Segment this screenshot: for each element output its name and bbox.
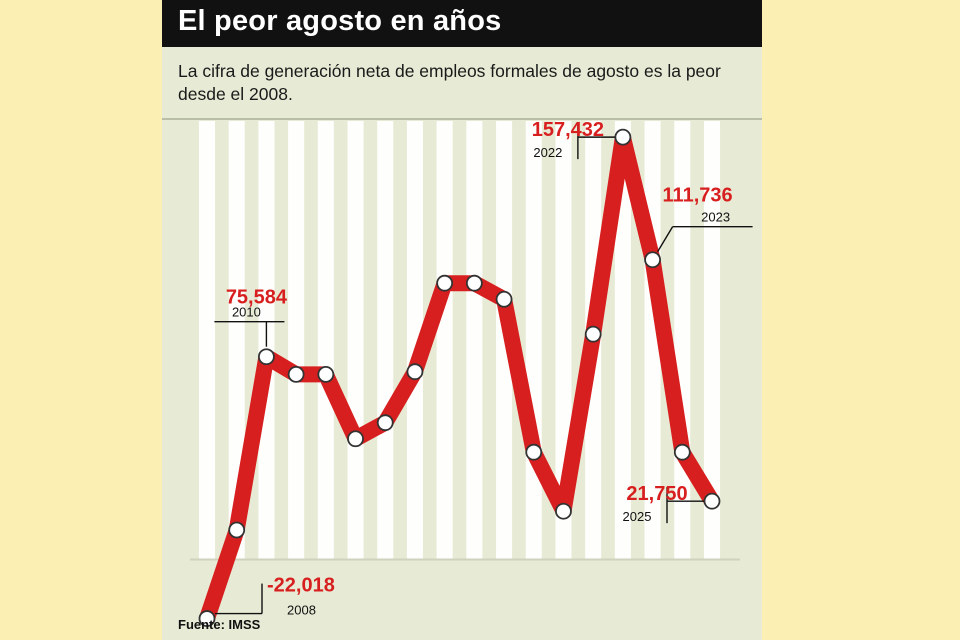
annotation-2022: 157,432 2022 [532, 119, 615, 160]
data-point-2017 [465, 274, 483, 292]
value-label: -22,018 [267, 575, 335, 597]
data-point-2022 [614, 128, 632, 146]
year-label: 2022 [533, 145, 562, 160]
stripe-2019 [525, 121, 542, 560]
data-point-2012 [317, 365, 335, 383]
year-label: 2010 [232, 305, 261, 320]
annotation-2023: 111,736 2023 [656, 185, 753, 253]
data-point-2021 [584, 325, 602, 343]
stripe-2015 [406, 121, 423, 560]
subtitle-divider [162, 118, 762, 120]
source-note: Fuente: IMSS [178, 617, 261, 632]
data-point-2010 [258, 348, 275, 366]
stripe-2014 [377, 121, 394, 560]
data-point-2008 [198, 610, 216, 627]
data-point-2014 [376, 414, 394, 432]
stripe-2009 [228, 121, 245, 560]
annotation-2025: 21,750 2025 [623, 483, 704, 524]
stripe-2011 [288, 121, 305, 560]
stripe-2025 [703, 121, 721, 560]
data-point-2020 [555, 502, 572, 520]
data-point-2009 [228, 521, 246, 539]
data-point-2013 [347, 430, 364, 448]
stripe-2022 [614, 121, 631, 560]
stripe-2013 [347, 121, 364, 560]
title-bar: El peor agosto en años [162, 0, 762, 47]
stripe-2016 [436, 121, 453, 560]
series-line [199, 129, 720, 627]
annotation-tick [656, 226, 674, 253]
value-label: 21,750 [626, 483, 687, 505]
data-point-2023 [644, 251, 661, 269]
value-label: 75,584 [226, 287, 288, 309]
data-point-2019 [525, 443, 543, 461]
data-point-2011 [287, 365, 305, 383]
year-label: 2008 [287, 603, 316, 618]
stripe-2012 [317, 121, 334, 560]
stripe-2017 [466, 121, 483, 560]
value-label: 111,736 [663, 185, 733, 207]
stripe-2008 [198, 121, 216, 560]
data-points [198, 128, 721, 627]
data-point-2015 [406, 363, 424, 381]
annotation-2008: -22,018 2008 [215, 575, 335, 618]
chart-card: El peor agosto en años La cifra de gener… [162, 0, 762, 640]
chart-title: El peor agosto en años [178, 5, 502, 37]
data-point-2024 [673, 443, 691, 461]
data-point-2018 [495, 290, 513, 308]
data-point-2016 [436, 274, 454, 292]
year-label: 2023 [701, 210, 730, 225]
data-point-2025 [703, 492, 721, 510]
year-label: 2025 [623, 509, 652, 524]
value-label: 157,432 [532, 119, 604, 141]
chart-subtitle: La cifra de generación neta de empleos f… [178, 61, 721, 104]
